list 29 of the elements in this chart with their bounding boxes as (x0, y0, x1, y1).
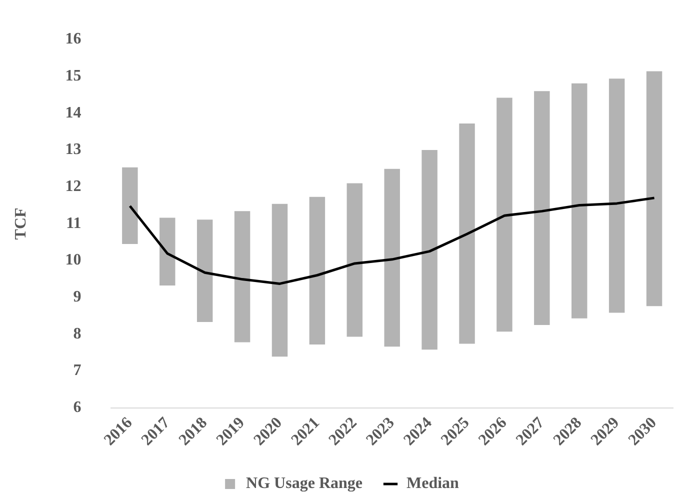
bar (122, 167, 138, 244)
y-tick-label: 13 (65, 141, 82, 158)
legend-label: NG Usage Range (246, 475, 362, 492)
bar (572, 83, 588, 318)
y-tick-label: 12 (65, 178, 82, 196)
bar (196, 220, 213, 322)
y-tick-label: 15 (65, 68, 82, 85)
bar (608, 78, 625, 313)
y-tick-label: 9 (73, 288, 82, 306)
bar (534, 91, 550, 325)
bar (309, 196, 326, 344)
y-tick-label: 14 (65, 104, 82, 122)
bar (234, 211, 250, 342)
bar (496, 98, 512, 332)
bar (272, 204, 288, 357)
bar (459, 124, 475, 344)
bar (160, 218, 176, 286)
bar (384, 168, 400, 347)
y-axis-title: TCF (12, 207, 30, 240)
y-tick-label: 10 (65, 252, 82, 269)
y-tick-label: 6 (73, 398, 82, 416)
bar (346, 183, 363, 337)
bar (422, 150, 438, 350)
bar (646, 71, 662, 306)
legend-label: Median (406, 475, 460, 492)
y-tick-label: 7 (73, 362, 82, 380)
y-tick-label: 8 (73, 325, 82, 342)
y-tick-label: 16 (65, 30, 82, 48)
y-tick-label: 11 (66, 214, 82, 232)
